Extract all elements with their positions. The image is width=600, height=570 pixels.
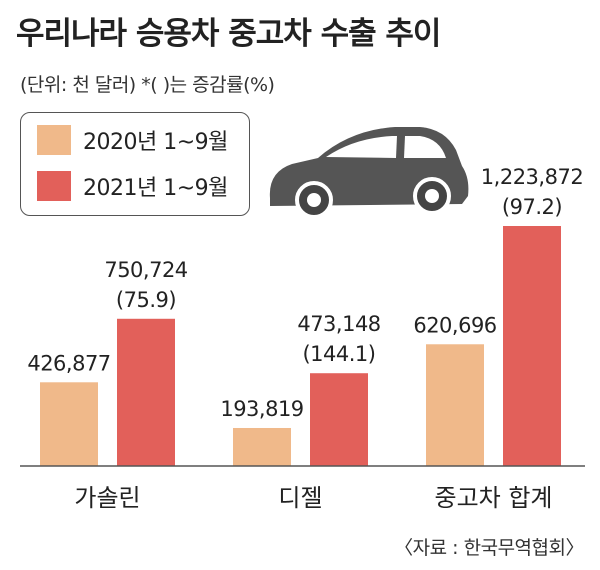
legend-swatch-2021 bbox=[37, 171, 71, 201]
value-label-gasoline-2020: 426,877 bbox=[27, 351, 110, 375]
car-icon bbox=[269, 127, 469, 219]
value-label-diesel-2020: 193,819 bbox=[220, 397, 303, 421]
change-label-total: (97.2) bbox=[502, 195, 562, 219]
bar-diesel-2021 bbox=[310, 373, 368, 466]
value-label-total-2021: 1,223,872 bbox=[481, 165, 583, 189]
chart-title: 우리나라 승용차 중고차 수출 추이 bbox=[16, 16, 441, 52]
source-note: 〈자료 : 한국무역협회〉 bbox=[394, 537, 584, 559]
legend-label-2020: 2020년 1~9월 bbox=[83, 130, 228, 155]
value-label-total-2020: 620,696 bbox=[413, 313, 496, 337]
bar-total-2020 bbox=[426, 344, 484, 466]
category-label-gasoline: 가솔린 bbox=[74, 484, 140, 512]
change-label-diesel: (144.1) bbox=[302, 342, 375, 366]
bar-diesel-2020 bbox=[233, 427, 291, 466]
change-label-gasoline: (75.9) bbox=[116, 288, 176, 312]
legend-label-2021: 2021년 1~9월 bbox=[83, 176, 228, 201]
legend-item-2020: 2020년 1~9월 bbox=[37, 125, 228, 155]
bar-gasoline-2021 bbox=[117, 318, 175, 466]
value-label-gasoline-2021: 750,724 bbox=[104, 258, 187, 282]
legend-item-2021: 2021년 1~9월 bbox=[37, 171, 228, 201]
legend-swatch-2020 bbox=[37, 125, 71, 155]
legend: 2020년 1~9월 2021년 1~9월 bbox=[20, 112, 250, 216]
category-label-total: 중고차 합계 bbox=[434, 484, 552, 512]
bar-total-2021 bbox=[503, 226, 561, 466]
category-label-diesel: 디젤 bbox=[278, 484, 322, 512]
bar-gasoline-2020 bbox=[40, 382, 98, 466]
unit-note: (단위: 천 달러) *( )는 증감률(%) bbox=[20, 74, 275, 96]
value-label-diesel-2021: 473,148 bbox=[297, 312, 380, 336]
